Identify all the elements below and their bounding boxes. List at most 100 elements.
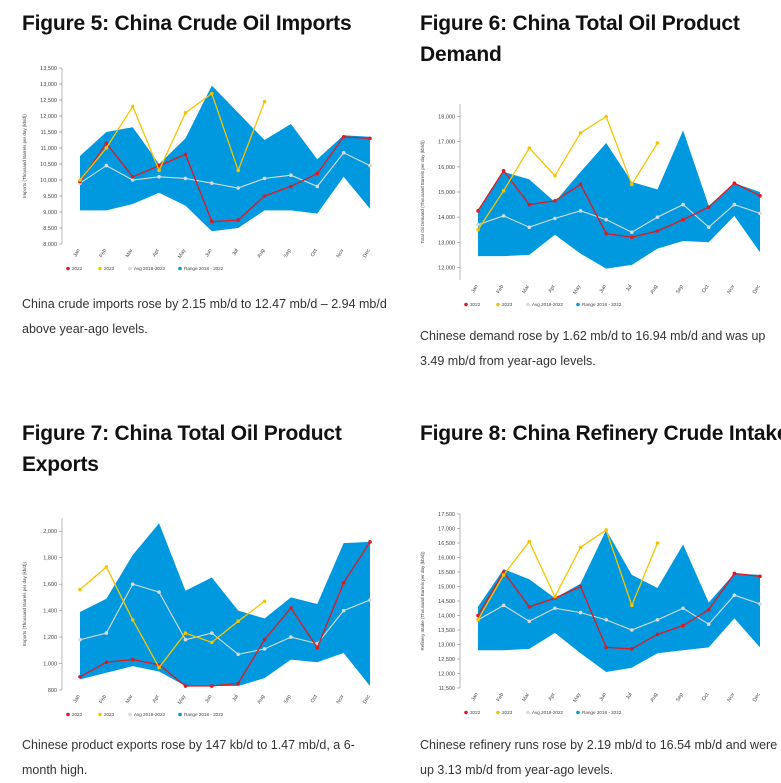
y-tick-label: 1,000 [43,662,57,668]
x-tick-label: Jun [599,692,608,702]
x-tick-label: Apr [547,692,556,702]
panel-figure-8: Figure 8: China Refinery Crude Intake [420,418,781,449]
x-tick-label: Aug [649,284,659,295]
x-tick-label: Aug [256,694,266,705]
series-point [262,647,267,651]
series-point [262,599,267,604]
series-point [527,146,532,150]
y-tick-label: 1,200 [43,635,57,641]
series-point [553,606,557,611]
x-tick-label: May [177,248,187,260]
series-point [104,660,109,665]
figure-title: Figure 5: China Crude Oil Imports [22,12,352,35]
y-tick-label: 8,500 [43,226,57,232]
figure-caption: Chinese product exports rose by 147 kb/d… [22,738,355,777]
series-point [732,181,737,185]
series-point [183,684,188,688]
x-tick-label: Jul [231,694,240,703]
chart-figure-7: Exports (Thousand Barrels per day (kb/d)… [22,518,372,717]
x-tick-label: Oct [310,248,320,258]
y-tick-label: 11,500 [439,686,455,692]
series-point [157,168,161,173]
series-point [130,178,135,182]
legend-label: Avg 2018-2022 [532,302,564,307]
series-point [183,637,188,642]
x-tick-label: Oct [310,694,320,704]
y-tick-label: 1,800 [43,556,57,562]
x-tick-label: Jan [72,248,81,258]
x-tick-label: Nov [336,248,346,259]
series-point [553,216,557,221]
x-tick-label: Nov [336,694,346,705]
x-tick-label: Feb [98,248,108,259]
series-point [183,111,188,115]
x-tick-label: Dec [752,284,762,295]
series-point [341,151,346,155]
series-point [289,173,293,177]
y-tick-label: 13,500 [40,66,57,72]
y-tick-label: 10,500 [40,162,57,168]
legend-marker [526,710,530,715]
series-point [78,178,82,182]
series-point [262,99,267,104]
series-point [604,528,608,532]
series-point [183,176,188,181]
y-tick-label: 14,000 [438,215,455,221]
series-point [553,173,557,178]
series-point [236,619,240,623]
legend-marker [496,302,500,307]
y-axis-label: Exports (Thousand Barrels per day (kb/d)… [22,561,27,646]
series-point [104,631,109,635]
series-line-avg-2018-2022 [79,152,371,189]
series-point [655,618,660,622]
series-point [578,610,583,615]
series-point [315,171,320,176]
x-tick-label: May [177,694,187,706]
y-tick-label: 12,000 [438,672,455,678]
y-tick-label: 17,000 [438,527,455,533]
legend-marker [576,302,580,307]
figure-title: Figure 7: China Total Oil Product Export… [22,422,342,476]
series-line-2023 [79,92,266,181]
series-point [553,594,557,599]
series-point [655,632,660,637]
series-point [578,584,583,589]
legend-label: Avg 2018-2022 [134,712,166,717]
series-point [706,205,711,209]
series-line-2022 [477,169,761,238]
series-point [368,163,372,168]
series-point [501,214,506,218]
series-point [732,571,737,576]
series-point [630,230,634,235]
series-point [604,645,608,650]
series-point [630,647,634,651]
series-point [527,605,532,609]
series-point [501,168,506,173]
y-tick-label: 9,500 [43,194,57,200]
series-point [706,622,711,626]
y-axis-label: Imports (Thousand Barrels per day (kb/d)… [22,114,27,198]
series-point [210,219,214,224]
y-tick-label: 16,000 [438,165,455,171]
series-point [553,199,557,203]
y-tick-label: 17,500 [438,512,455,518]
series-point [210,181,214,185]
x-tick-label: Dec [362,248,372,259]
figure-caption: China crude imports rose by 2.15 mb/d to… [22,297,387,336]
series-point [236,681,240,686]
y-tick-label: 13,000 [40,82,57,88]
series-point [210,640,214,645]
y-tick-label: 13,000 [438,240,455,246]
x-tick-label: Apr [152,694,161,704]
x-tick-label: May [572,692,582,704]
range-band [478,130,760,269]
series-point [341,608,346,613]
series-point [78,637,82,642]
x-tick-label: Jun [204,694,213,704]
series-point [527,202,532,207]
series-point [210,91,214,96]
series-point [210,631,214,635]
panel-figure-7: Figure 7: China Total Oil Product Export… [22,418,392,480]
legend-label: 2022 [72,266,83,271]
series-point [236,186,240,190]
